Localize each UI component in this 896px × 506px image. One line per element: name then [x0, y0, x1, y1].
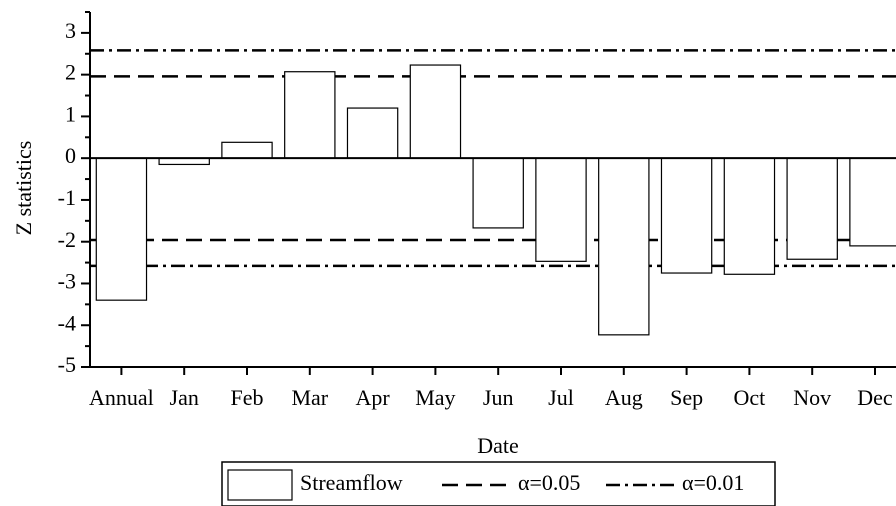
- x-tick-label: Aug: [605, 385, 643, 410]
- y-tick-label: -1: [58, 185, 76, 210]
- bar: [535, 157, 587, 262]
- x-tick-label: Dec: [857, 385, 893, 410]
- x-tick-label: Annual: [89, 385, 154, 410]
- bar: [409, 64, 462, 159]
- y-tick-label: -5: [58, 352, 76, 377]
- bar: [723, 157, 776, 275]
- legend-box: [221, 461, 776, 506]
- y-tick-label: -2: [58, 227, 76, 252]
- legend-swatch: [227, 469, 293, 501]
- bar: [346, 107, 399, 159]
- x-tick-label: Jul: [548, 385, 574, 410]
- bar: [221, 141, 273, 159]
- y-tick-label: 3: [65, 18, 76, 43]
- x-tick-label: Oct: [734, 385, 766, 410]
- y-axis-label: Z statistics: [11, 141, 36, 236]
- x-tick-label: May: [415, 385, 455, 410]
- legend-label: Streamflow: [300, 470, 403, 495]
- x-tick-label: Apr: [355, 385, 390, 410]
- legend-label: α=0.01: [682, 470, 744, 495]
- y-tick-label: -3: [58, 269, 76, 294]
- bar: [598, 157, 650, 336]
- bar: [284, 71, 336, 159]
- x-tick-label: Sep: [670, 385, 703, 410]
- bar: [472, 157, 524, 229]
- x-tick-label: Nov: [793, 385, 831, 410]
- y-tick-label: -4: [58, 310, 76, 335]
- legend-label: α=0.05: [518, 470, 580, 495]
- bar: [660, 157, 713, 274]
- x-tick-label: Mar: [291, 385, 328, 410]
- bar: [95, 157, 148, 301]
- y-tick-label: 1: [65, 101, 76, 126]
- x-axis-label: Date: [477, 433, 519, 458]
- x-tick-label: Jan: [170, 385, 199, 410]
- bar: [786, 157, 838, 260]
- bar: [849, 157, 896, 247]
- x-tick-label: Feb: [231, 385, 264, 410]
- y-tick-label: 2: [65, 60, 76, 85]
- x-tick-label: Jun: [483, 385, 514, 410]
- y-tick-label: 0: [65, 143, 76, 168]
